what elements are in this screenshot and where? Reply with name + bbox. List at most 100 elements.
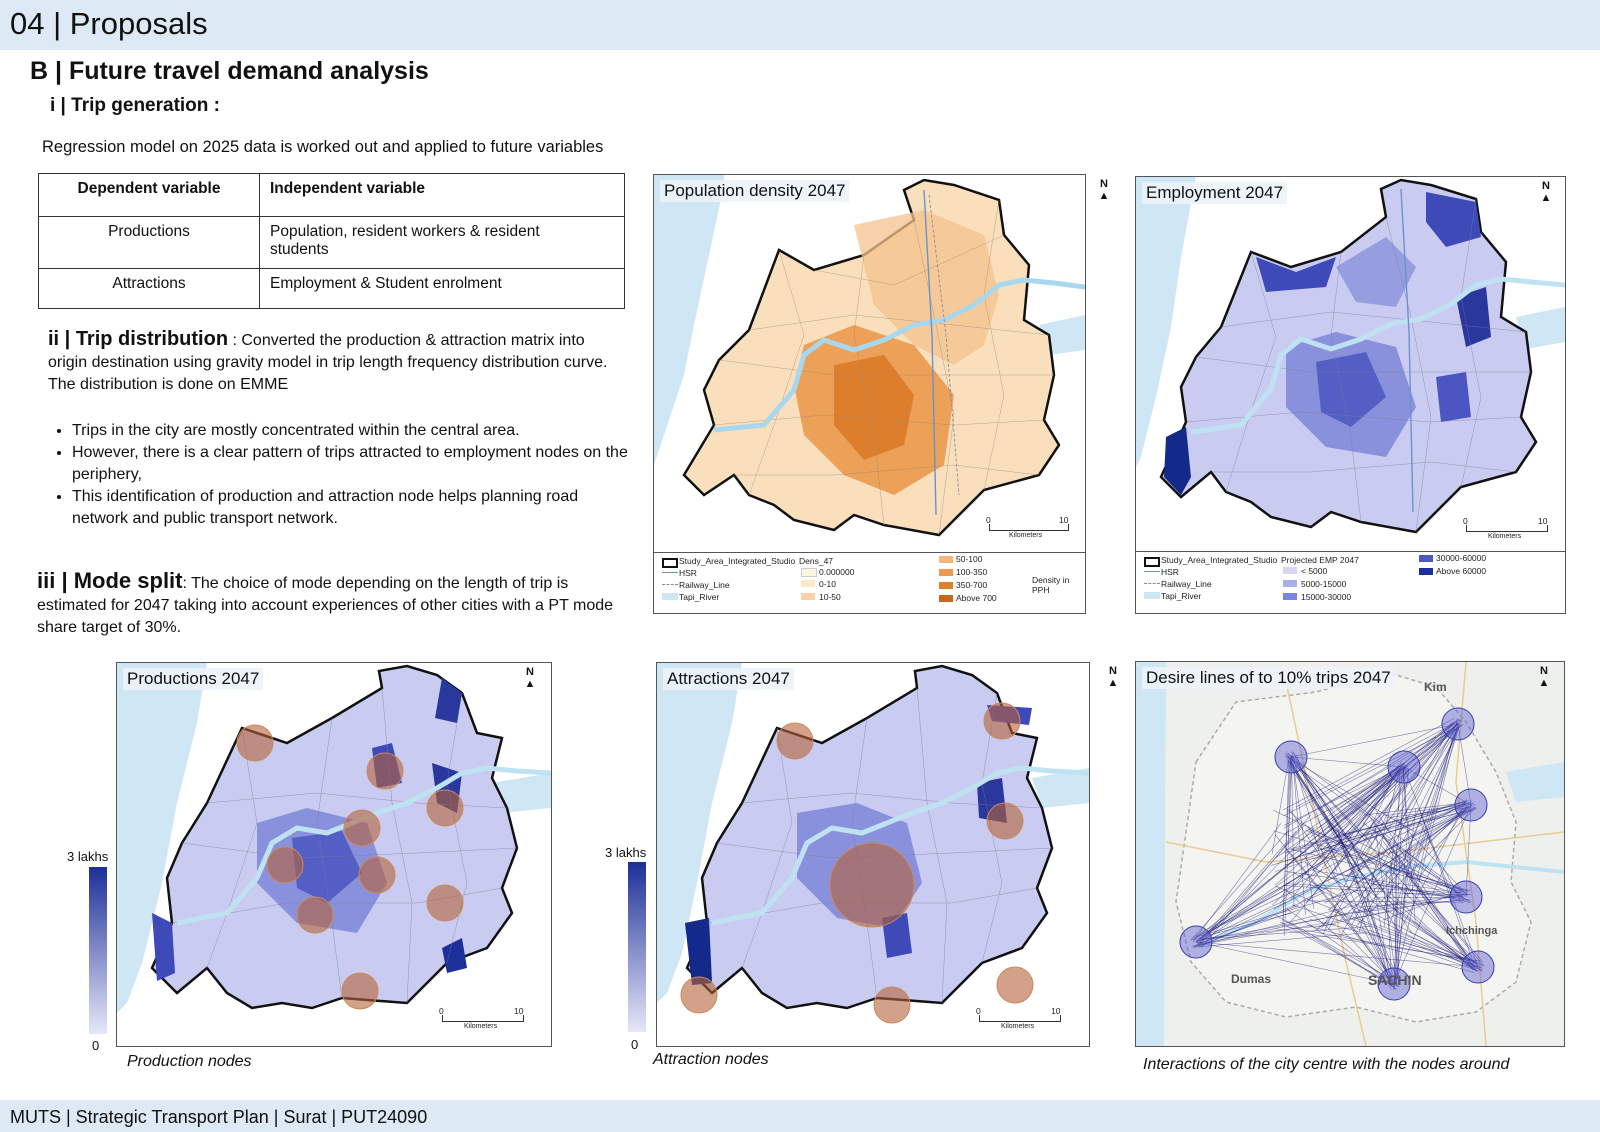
legend-study-area: Study_Area_Integrated_Studio <box>679 556 796 566</box>
scale-bar <box>1466 525 1548 532</box>
section-title: B | Future travel demand analysis <box>30 57 429 85</box>
ramp-max-label: 3 lakhs <box>67 849 109 864</box>
scale-unit-label: Kilometers <box>464 1023 498 1030</box>
table-header-independent: Independent variable <box>259 173 625 217</box>
scale-start-label: 0 <box>439 1006 444 1016</box>
legend-class: 100-350 <box>956 567 988 577</box>
table-row: Productions Population, resident workers… <box>38 216 625 269</box>
legend-unit: Density in PPH <box>1032 575 1070 595</box>
scale-bar <box>989 524 1069 531</box>
ramp-max-label: 3 lakhs <box>605 845 647 860</box>
scale-bar <box>979 1015 1061 1022</box>
legend-class: < 5000 <box>1301 566 1328 576</box>
footer-text: MUTS | Strategic Transport Plan | Surat … <box>10 1107 428 1127</box>
north-arrow-icon: N ▲ <box>1540 180 1552 204</box>
desire-node <box>1179 925 1213 959</box>
production-node-markers <box>236 724 464 1010</box>
legend-hsr: HSR <box>679 568 697 578</box>
legend-class: Above 700 <box>956 593 997 603</box>
legend-class: 350-700 <box>956 580 988 590</box>
employment-map-graphic <box>1136 177 1565 553</box>
table-header-dependent: Dependent variable <box>38 173 260 217</box>
table-cell: Employment & Student enrolment <box>259 268 625 309</box>
desire-lines-caption: Interactions of the city centre with the… <box>1143 1056 1510 1073</box>
desire-line-bundle <box>1190 718 1485 990</box>
legend-class: Above 60000 <box>1436 566 1487 576</box>
ramp-min-label: 0 <box>631 1037 639 1052</box>
population-density-map: Population density 2047 0 10 Kilometers … <box>653 174 1086 614</box>
place-label: SACHIN <box>1368 972 1422 988</box>
desire-node <box>1449 880 1483 914</box>
mode-split-title: iii | Mode split <box>37 568 183 593</box>
legend-class: 5000-15000 <box>1301 579 1347 589</box>
scale-end-label: 10 <box>1051 1006 1061 1016</box>
desire-node <box>1461 950 1495 984</box>
desire-node <box>1441 707 1475 741</box>
employment-map: Employment 2047 0 10 Kilometers Study_Ar… <box>1135 176 1566 614</box>
table-cell: Attractions <box>38 268 260 309</box>
scale-bar <box>442 1015 524 1022</box>
attractions-map: Attractions 2047 0 10 Kilometers <box>656 662 1090 1047</box>
legend-class: 0-10 <box>819 579 837 589</box>
footer-bar <box>0 1100 1600 1132</box>
map-title: Employment 2047 <box>1142 182 1288 204</box>
legend-class-title: Projected EMP 2047 <box>1281 555 1359 565</box>
legend-class: 50-100 <box>956 554 983 564</box>
attractions-color-ramp <box>628 862 646 1032</box>
map-title: Productions 2047 <box>123 668 264 690</box>
place-label: Dumas <box>1231 972 1272 986</box>
trip-distribution-title: ii | Trip distribution <box>48 328 229 350</box>
desire-node <box>1387 750 1421 784</box>
trip-generation-title: i | Trip generation : <box>50 95 220 116</box>
scale-unit-label: Kilometers <box>1488 533 1522 540</box>
scale-start-label: 0 <box>1463 516 1468 526</box>
productions-map: Productions 2047 0 10 Kilometers N ▲ <box>116 662 552 1047</box>
trip-distribution-paragraph: ii | Trip distribution : Converted the p… <box>48 328 618 396</box>
findings-list: Trips in the city are mostly concentrate… <box>48 420 632 530</box>
table-cell: Population, resident workers & resident … <box>259 216 625 269</box>
table-header-row: Dependent variable Independent variable <box>38 173 625 217</box>
legend-class: 15000-30000 <box>1301 592 1352 602</box>
north-arrow-icon: N ▲ <box>1098 178 1110 202</box>
place-label: Kim <box>1424 680 1447 694</box>
productions-color-ramp <box>89 867 107 1034</box>
north-arrow-icon: N ▲ <box>1107 665 1119 689</box>
desire-lines-graphic <box>1136 662 1564 1046</box>
population-density-map-graphic <box>654 175 1085 555</box>
map-title: Population density 2047 <box>660 180 850 202</box>
legend-hsr: HSR <box>1161 567 1179 577</box>
list-item: However, there is a clear pattern of tri… <box>72 442 632 486</box>
list-item: This identification of production and at… <box>72 486 632 530</box>
mode-split-text: : The choice of mode depending on the le… <box>37 575 614 636</box>
legend-class: 10-50 <box>819 592 841 602</box>
attractions-map-graphic <box>657 663 1089 1046</box>
scale-start-label: 0 <box>986 515 991 525</box>
map-legend: Study_Area_Integrated_Studio HSR Railway… <box>654 552 1085 613</box>
productions-map-graphic <box>117 663 551 1046</box>
map-title: Attractions 2047 <box>663 668 794 690</box>
attractions-caption: Attraction nodes <box>653 1051 769 1068</box>
regression-description: Regression model on 2025 data is worked … <box>42 138 604 156</box>
trip-distribution-text: : Converted the production & attraction … <box>48 332 608 393</box>
scale-unit-label: Kilometers <box>1009 532 1043 539</box>
productions-caption: Production nodes <box>127 1053 252 1070</box>
legend-river: Tapi_River <box>679 592 720 602</box>
page-title: 04 | Proposals <box>10 6 208 41</box>
ramp-min-label: 0 <box>92 1038 100 1053</box>
desire-node <box>1377 967 1411 1001</box>
header-bar <box>0 0 1600 50</box>
legend-river: Tapi_River <box>1161 591 1202 601</box>
list-item: Trips in the city are mostly concentrate… <box>72 420 632 442</box>
desire-node <box>1454 788 1488 822</box>
mode-split-paragraph: iii | Mode split: The choice of mode dep… <box>37 570 632 639</box>
legend-railway: Railway_Line <box>1161 579 1212 589</box>
legend-class: 30000-60000 <box>1436 553 1487 563</box>
north-arrow-icon: N ▲ <box>1538 665 1550 689</box>
map-legend: Study_Area_Integrated_Studio HSR Railway… <box>1136 551 1565 613</box>
variables-table: Dependent variable Independent variable … <box>38 173 625 309</box>
desire-node <box>1274 740 1308 774</box>
legend-study-area: Study_Area_Integrated_Studio <box>1161 555 1278 565</box>
table-row: Attractions Employment & Student enrolme… <box>38 268 625 309</box>
scale-end-label: 10 <box>514 1006 524 1016</box>
desire-lines-map: Desire lines of to 10% trips 2047 Kim Du… <box>1135 661 1565 1047</box>
